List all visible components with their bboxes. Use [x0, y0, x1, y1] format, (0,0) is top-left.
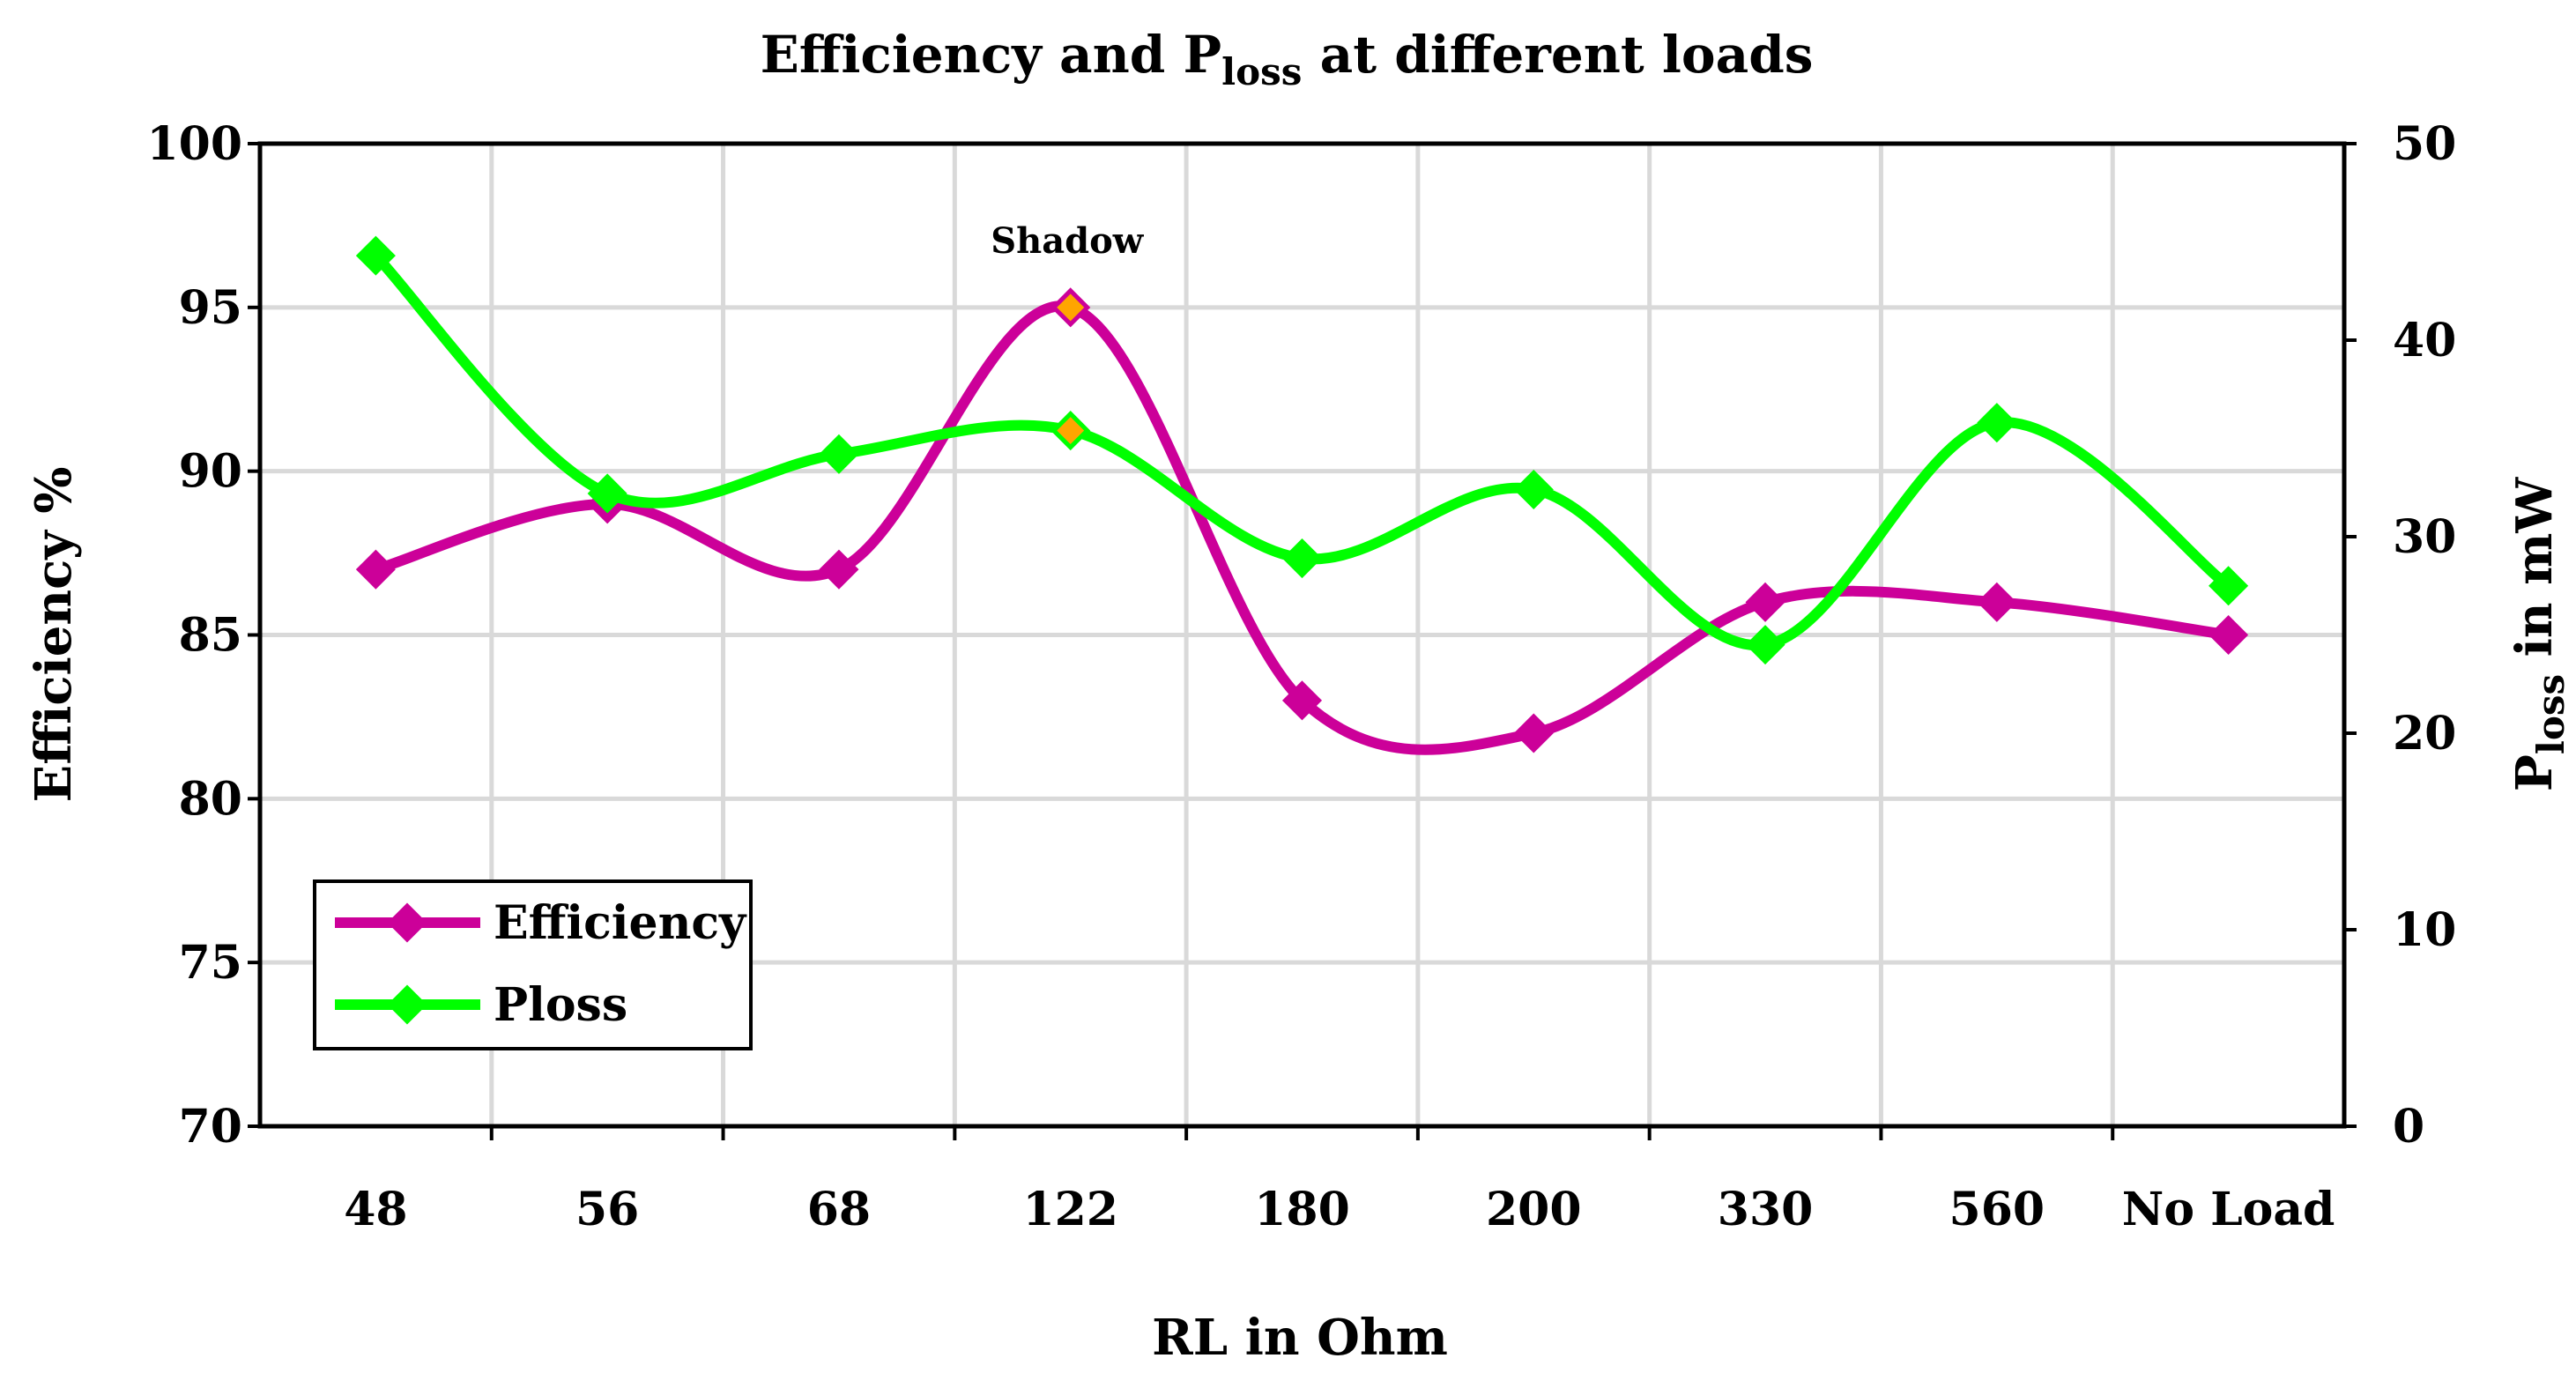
- y-tick-label-left: 75: [179, 936, 242, 990]
- data-point-ploss: [1745, 625, 1785, 665]
- legend-label-ploss: Ploss: [494, 978, 627, 1032]
- chart-title: Efficiency and Ploss at different loads: [761, 25, 1814, 93]
- x-axis-ticks: 48 56 68 122 180 200 330 560 No Load: [344, 1183, 2335, 1236]
- x-tick-label: 122: [1022, 1183, 1118, 1236]
- y-axis-right-title: Ploss in mW: [2505, 477, 2572, 792]
- shadow-annotation: Shadow: [991, 220, 1145, 262]
- x-tick-label: 48: [344, 1183, 407, 1236]
- data-point-efficiency: [819, 549, 859, 590]
- data-point-efficiency: [1745, 582, 1785, 622]
- data-point-ploss: [1513, 469, 1554, 510]
- x-axis-title: RL in Ohm: [1152, 1309, 1448, 1367]
- data-point-efficiency: [1050, 287, 1091, 328]
- x-tick-label: 560: [1949, 1183, 2045, 1236]
- data-point-ploss: [587, 473, 627, 514]
- y-axis-right-title-subscript: loss: [2529, 674, 2572, 754]
- chart-title-subscript: loss: [1221, 50, 1302, 93]
- y-axis-left-ticks: 70 75 80 85 90 95 100: [146, 117, 260, 1154]
- data-point-efficiency: [1281, 680, 1323, 721]
- y-tick-label-left: 100: [146, 117, 242, 171]
- legend-label-efficiency: Efficiency: [494, 896, 747, 950]
- legend-box: [313, 879, 753, 1050]
- data-point-ploss: [1281, 538, 1323, 579]
- y-tick-label-left: 90: [179, 445, 242, 499]
- data-point-ploss: [819, 434, 859, 474]
- y-tick-label-right: 30: [2393, 510, 2456, 564]
- series-line-efficiency: [370, 301, 2234, 755]
- legend: Efficiency Ploss: [313, 879, 753, 1050]
- data-point-efficiency: [1513, 713, 1554, 753]
- x-tick-label: 200: [1486, 1183, 1582, 1236]
- series-layer: [355, 235, 2249, 755]
- y-tick-label-right: 20: [2393, 707, 2456, 761]
- data-point-efficiency: [2209, 614, 2249, 656]
- grid-lines: [260, 144, 2344, 1126]
- data-point-efficiency: [1977, 582, 2017, 622]
- legend-marker-efficiency: [387, 902, 427, 943]
- data-point-efficiency: [355, 549, 396, 590]
- y-tick-label-right: 10: [2393, 903, 2456, 957]
- y-tick-label-left: 95: [179, 281, 242, 335]
- data-point-ploss: [355, 235, 396, 276]
- y-tick-label-right: 50: [2393, 117, 2456, 171]
- data-point-ploss: [1977, 403, 2017, 443]
- y-tick-label-left: 70: [179, 1100, 242, 1154]
- data-point-ploss: [1050, 411, 1091, 451]
- y-tick-label-right: 0: [2393, 1100, 2424, 1154]
- x-tick-label: 56: [575, 1183, 639, 1236]
- data-point-ploss: [2209, 566, 2249, 606]
- x-tick-label: 180: [1254, 1183, 1350, 1236]
- series-line-ploss: [370, 250, 2234, 651]
- x-tick-marks: [489, 1126, 2115, 1140]
- y-tick-label-left: 85: [179, 609, 242, 663]
- legend-marker-ploss: [387, 984, 427, 1025]
- x-tick-label: 68: [807, 1183, 871, 1236]
- y-axis-right-ticks: 0 10 20 30 40 50: [2344, 117, 2456, 1154]
- y-tick-label-left: 80: [179, 772, 242, 826]
- y-axis-left-title: Efficiency %: [25, 467, 83, 803]
- x-tick-label: No Load: [2122, 1183, 2335, 1236]
- y-tick-label-right: 40: [2393, 314, 2456, 367]
- x-tick-label: 330: [1718, 1183, 1814, 1236]
